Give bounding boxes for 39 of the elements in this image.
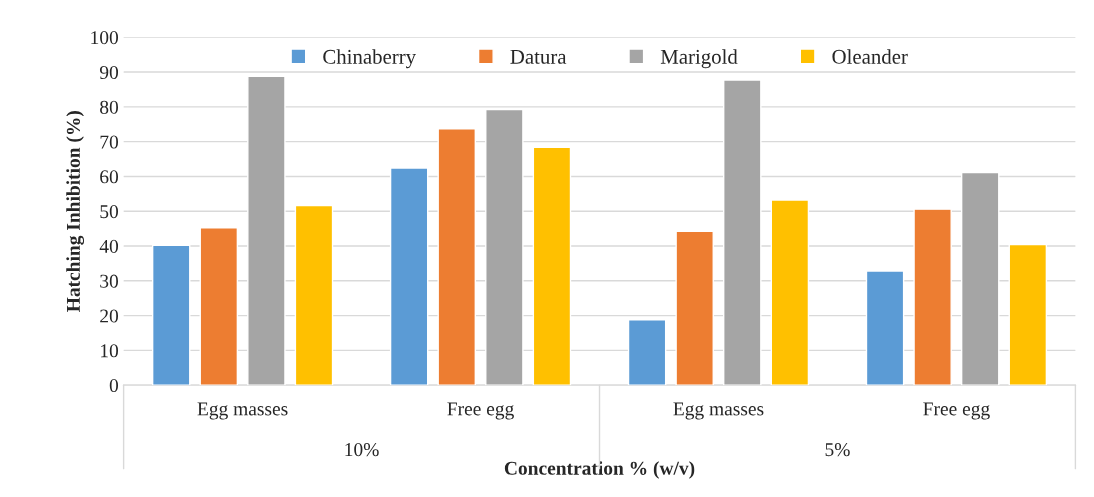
legend-label: Chinaberry	[323, 49, 417, 69]
y-tick-label: 100	[91, 31, 119, 45]
y-tick-label: 40	[99, 239, 119, 253]
bar	[389, 167, 429, 386]
bar	[294, 204, 334, 386]
x-tick-label: Egg masses	[197, 402, 288, 420]
y-axis-title: Hatching Inhibition (%)	[66, 111, 85, 312]
y-tick-label: 30	[100, 274, 119, 288]
y-tick-label: 90	[99, 65, 119, 79]
bar	[723, 79, 762, 386]
y-tick-label: 0	[109, 378, 119, 393]
bar	[1008, 243, 1048, 386]
bar	[865, 270, 905, 386]
bar	[770, 199, 810, 386]
y-tick-label: 70	[100, 135, 119, 149]
y-tick-label: 50	[100, 205, 119, 219]
bar	[437, 128, 476, 386]
text: 5%	[825, 443, 850, 457]
y-tick-label: 80	[100, 100, 119, 114]
bar	[532, 146, 572, 386]
legend-label: Marigold	[660, 49, 738, 69]
x-tick-label: Free egg	[447, 402, 514, 420]
bar	[627, 319, 667, 386]
bar	[485, 108, 524, 386]
y-tick-label: 60	[100, 170, 119, 184]
text: 10%	[345, 443, 379, 457]
x-tick-label: Egg masses	[673, 402, 764, 420]
legend-label: Datura	[510, 50, 567, 64]
x-tick-label: Free egg	[923, 402, 990, 420]
bar	[199, 227, 239, 386]
bar	[675, 230, 714, 386]
bar	[247, 75, 286, 386]
bar	[151, 244, 191, 386]
legend-label: Oleander	[832, 49, 908, 64]
bar	[913, 208, 952, 386]
y-tick-label: 20	[100, 309, 119, 323]
y-tick-label: 10	[101, 344, 119, 358]
bar	[960, 171, 1000, 386]
x-axis-title: Concentration % (w/v)	[504, 461, 695, 479]
